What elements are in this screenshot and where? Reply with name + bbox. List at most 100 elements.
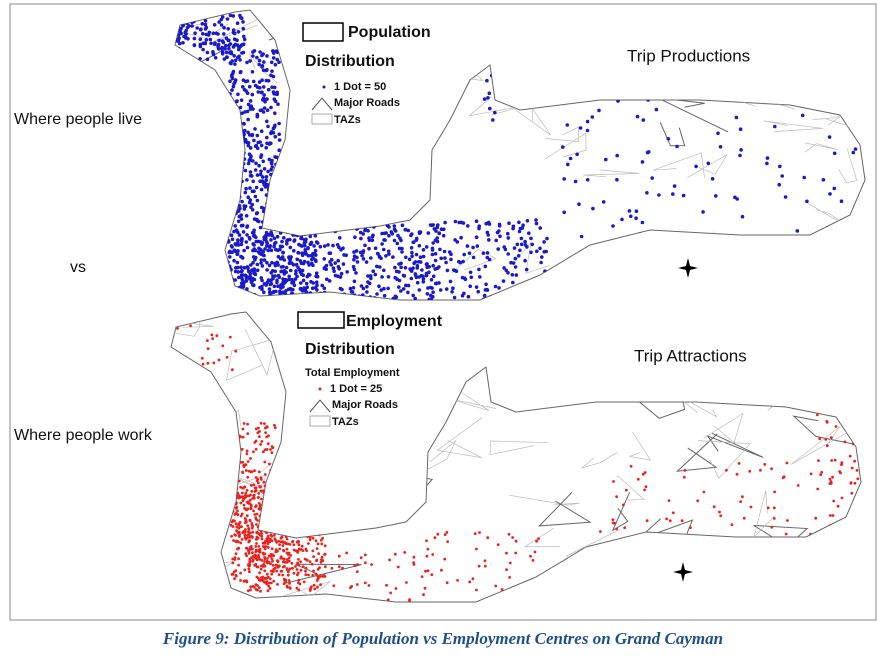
dot <box>273 99 278 104</box>
dot <box>239 579 242 582</box>
dot <box>507 290 512 294</box>
dot <box>272 579 276 583</box>
road <box>636 518 694 541</box>
road <box>413 127 429 140</box>
dot <box>430 252 435 257</box>
dot <box>337 236 342 240</box>
dot <box>839 471 842 475</box>
dot <box>296 571 300 575</box>
dot <box>235 506 239 509</box>
dot <box>265 435 269 439</box>
dot <box>644 485 648 488</box>
dot <box>253 563 256 567</box>
dot <box>246 269 251 274</box>
dot <box>520 226 525 230</box>
dot <box>482 97 487 101</box>
dot <box>523 258 527 263</box>
dot <box>231 561 235 565</box>
dot <box>241 27 246 31</box>
dot <box>410 250 414 255</box>
legend-title: Employment <box>346 313 443 330</box>
dot <box>360 253 364 258</box>
road <box>171 318 214 328</box>
dot <box>252 228 256 233</box>
north-arrow <box>673 562 693 582</box>
dot <box>657 193 661 197</box>
dot <box>258 558 262 561</box>
dot <box>506 252 511 256</box>
dot <box>248 59 252 63</box>
dot <box>252 247 257 251</box>
dot <box>465 244 470 248</box>
dot <box>355 570 359 573</box>
dot <box>714 194 718 198</box>
dot <box>308 589 312 592</box>
dot <box>247 152 252 156</box>
dot <box>323 530 327 534</box>
dot <box>282 549 286 553</box>
road <box>171 492 196 534</box>
dot <box>256 519 259 522</box>
dot <box>248 498 252 502</box>
dot <box>371 233 375 238</box>
dot <box>512 291 516 295</box>
dot <box>308 538 312 542</box>
dot <box>198 37 203 41</box>
dot <box>264 236 268 241</box>
dot <box>258 225 263 230</box>
dot <box>406 290 410 295</box>
dot <box>262 526 265 530</box>
dot <box>312 530 315 533</box>
dot <box>269 479 272 482</box>
dot <box>453 219 458 224</box>
dot <box>258 532 261 536</box>
dot <box>236 155 240 159</box>
dot <box>208 13 213 18</box>
dot <box>506 236 511 240</box>
dot <box>382 231 387 236</box>
road <box>629 431 652 461</box>
dot <box>279 529 283 532</box>
dot <box>204 25 209 30</box>
dot <box>274 289 278 294</box>
dot <box>234 167 239 172</box>
dot <box>386 249 391 254</box>
dot <box>286 480 290 484</box>
dot <box>253 486 257 490</box>
dot <box>562 177 566 181</box>
dot <box>272 493 276 497</box>
dot <box>748 469 752 473</box>
dot <box>270 233 275 238</box>
dot <box>222 57 227 61</box>
dot <box>514 273 519 277</box>
dot <box>249 263 253 267</box>
dot <box>242 132 246 137</box>
dot <box>244 491 248 495</box>
road <box>616 475 645 501</box>
dot <box>382 247 386 252</box>
dot <box>240 179 244 184</box>
dot <box>280 520 284 524</box>
dot <box>307 263 311 267</box>
dot <box>243 190 248 195</box>
dot <box>223 47 227 51</box>
dot <box>239 238 244 243</box>
dot <box>284 490 288 494</box>
dot <box>425 539 428 543</box>
dot <box>277 138 282 142</box>
dot <box>292 543 296 547</box>
dot <box>243 568 247 572</box>
dot <box>615 527 618 531</box>
dot <box>295 586 299 590</box>
dot <box>851 150 856 155</box>
dot <box>294 262 299 267</box>
dot <box>234 522 238 526</box>
dot <box>222 32 226 36</box>
dot <box>187 14 191 19</box>
dot <box>542 240 546 244</box>
dot <box>268 462 271 466</box>
dot <box>298 534 302 538</box>
road <box>275 10 310 23</box>
dot <box>239 98 244 102</box>
dot <box>271 492 275 496</box>
